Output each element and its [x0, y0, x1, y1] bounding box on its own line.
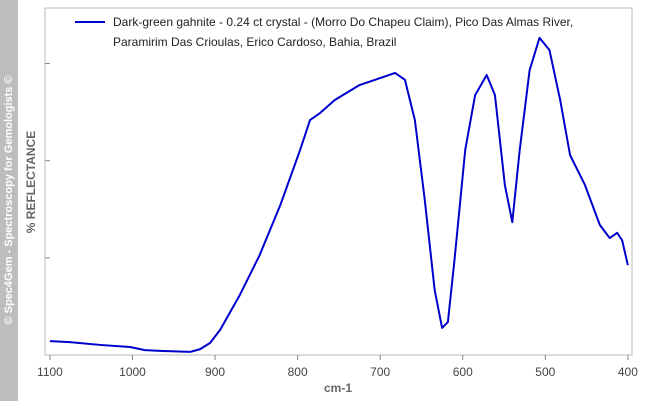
- x-tick-label: 1100: [37, 365, 63, 379]
- x-tick-label: 500: [535, 365, 555, 379]
- legend-entry: Dark-green gahnite - 0.24 ct crystal - (…: [113, 15, 574, 49]
- side-banner: [0, 0, 18, 401]
- x-tick-label: 600: [453, 365, 473, 379]
- x-tick-label: 1000: [119, 365, 146, 379]
- y-axis-label: % REFLECTANCE: [24, 131, 38, 233]
- watermark: © Spec4Gem - Spectroscopy for Gemologist…: [3, 75, 15, 324]
- x-tick-label: 400: [618, 365, 638, 379]
- plot-frame: [44, 7, 633, 356]
- legend-label: Dark-green gahnite - 0.24 ct crystal - (…: [113, 15, 574, 49]
- x-tick-label: 800: [288, 365, 308, 379]
- x-tick-label: 700: [370, 365, 390, 379]
- x-axis-label: cm-1: [324, 381, 352, 395]
- spectrum-line: [49, 36, 629, 353]
- x-tick-label: 900: [205, 365, 225, 379]
